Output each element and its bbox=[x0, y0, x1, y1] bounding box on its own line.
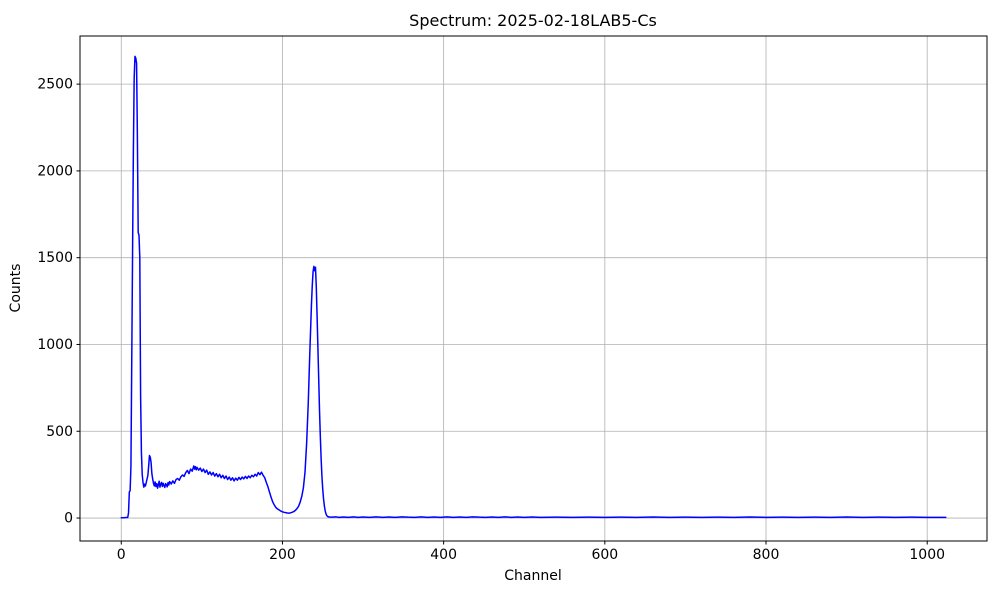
y-axis-label: Counts bbox=[8, 264, 24, 313]
x-tick-label: 800 bbox=[753, 547, 780, 563]
y-tick-label: 2000 bbox=[37, 163, 73, 179]
x-tick-label: 1000 bbox=[909, 547, 945, 563]
y-tick-label: 1500 bbox=[37, 250, 73, 266]
chart-title: Spectrum: 2025-02-18LAB5-Cs bbox=[409, 11, 657, 30]
y-tick-label: 2500 bbox=[37, 77, 73, 93]
axis-tick-labels: 0 200 400 600 800 1000 0 500 1000 1500 2000 2500 bbox=[37, 77, 945, 563]
x-tick-label: 600 bbox=[591, 547, 618, 563]
plot-area-border bbox=[79, 35, 988, 542]
grid-lines bbox=[80, 36, 987, 541]
x-tick-label: 0 bbox=[117, 547, 126, 563]
spectrum-line bbox=[120, 55, 947, 519]
y-tick-label: 0 bbox=[64, 511, 73, 527]
axis-ticks bbox=[76, 83, 928, 545]
y-tick-label: 500 bbox=[46, 424, 73, 440]
spectrum-data-line bbox=[120, 55, 947, 519]
x-tick-label: 400 bbox=[430, 547, 457, 563]
x-tick-label: 200 bbox=[269, 547, 296, 563]
y-tick-label: 1000 bbox=[37, 337, 73, 353]
x-axis-label: Channel bbox=[504, 568, 561, 584]
